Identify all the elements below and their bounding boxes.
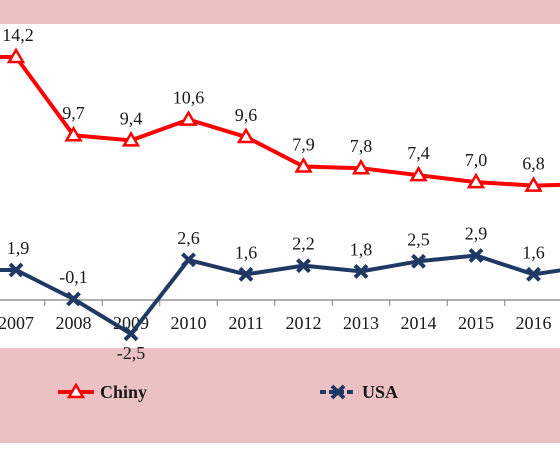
data-point — [466, 172, 486, 189]
series-line — [0, 253, 560, 336]
x-axis-ticks: 2007 2008 2009 2010 2011 2012 2013 2014 2015 2016 — [0, 300, 552, 333]
data-label: 9,6 — [235, 105, 258, 125]
data-point — [526, 266, 541, 282]
data-point — [468, 248, 484, 263]
series-line — [0, 55, 560, 188]
data-label: 1,6 — [522, 242, 545, 262]
data-point — [409, 165, 428, 182]
data-point — [123, 326, 139, 342]
x-tick-label: 2008 — [56, 313, 92, 333]
x-tick-label: 2010 — [171, 313, 207, 333]
data-label: 2,9 — [465, 224, 488, 244]
data-point — [353, 264, 369, 279]
legend-panel — [0, 348, 560, 443]
data-point — [411, 253, 426, 269]
data-label: 7,8 — [350, 136, 373, 156]
top-banner — [0, 0, 560, 24]
legend-label: USA — [362, 382, 398, 402]
data-label: 6,8 — [522, 154, 545, 174]
x-tick-label: 2013 — [343, 313, 379, 333]
data-point — [121, 130, 141, 147]
data-point — [238, 266, 254, 282]
data-label: 1,8 — [350, 239, 373, 259]
x-tick-label: 2011 — [228, 313, 263, 333]
data-point — [179, 110, 198, 126]
x-tick-label: 2016 — [516, 313, 552, 333]
data-label: 2,6 — [177, 228, 200, 248]
data-label: 2,5 — [407, 229, 430, 249]
data-label: 9,7 — [62, 103, 85, 123]
legend-label: Chiny — [100, 382, 147, 402]
data-label: 7,0 — [465, 150, 488, 170]
data-point — [236, 127, 256, 144]
data-point — [66, 291, 81, 307]
data-point — [294, 157, 313, 173]
data-label: 9,4 — [120, 108, 143, 128]
series-chiny: 14,2 9,7 9,4 10,6 9,6 7,9 7,8 7,4 7,0 6,8 — [0, 25, 560, 192]
data-label: 1,6 — [235, 242, 258, 262]
data-point — [330, 384, 346, 400]
data-point — [351, 158, 371, 175]
data-label: 7,9 — [292, 134, 315, 154]
x-tick-label: 2012 — [286, 313, 322, 333]
legend: Chiny USA — [58, 382, 398, 402]
data-point — [181, 252, 196, 268]
data-point — [8, 262, 24, 278]
data-label: -2,5 — [117, 343, 146, 363]
data-label: -0,1 — [59, 267, 88, 287]
legend-item-chiny: Chiny — [58, 382, 147, 402]
data-label: 2,2 — [292, 234, 315, 254]
series-layer: 14,2 9,7 9,4 10,6 9,6 7,9 7,8 7,4 7,0 6,8 1,9 -0,1 -… — [0, 25, 560, 363]
series-usa: 1,9 -0,1 -2,5 2,6 1,6 2,2 1,8 2,5 2,9 1,6 — [0, 224, 560, 363]
x-tick-label: 2015 — [458, 313, 494, 333]
data-label: 10,6 — [173, 88, 205, 108]
data-label: 14,2 — [2, 25, 34, 45]
data-point — [66, 382, 86, 399]
data-point — [296, 258, 311, 274]
data-point — [64, 125, 83, 142]
x-tick-label: 2014 — [401, 313, 437, 333]
x-tick-label: 2007 — [0, 313, 34, 333]
data-label: 7,4 — [407, 143, 430, 163]
data-point — [6, 47, 26, 64]
data-label: 1,9 — [7, 238, 30, 258]
data-point — [524, 176, 543, 192]
legend-item-usa: USA — [320, 382, 398, 402]
